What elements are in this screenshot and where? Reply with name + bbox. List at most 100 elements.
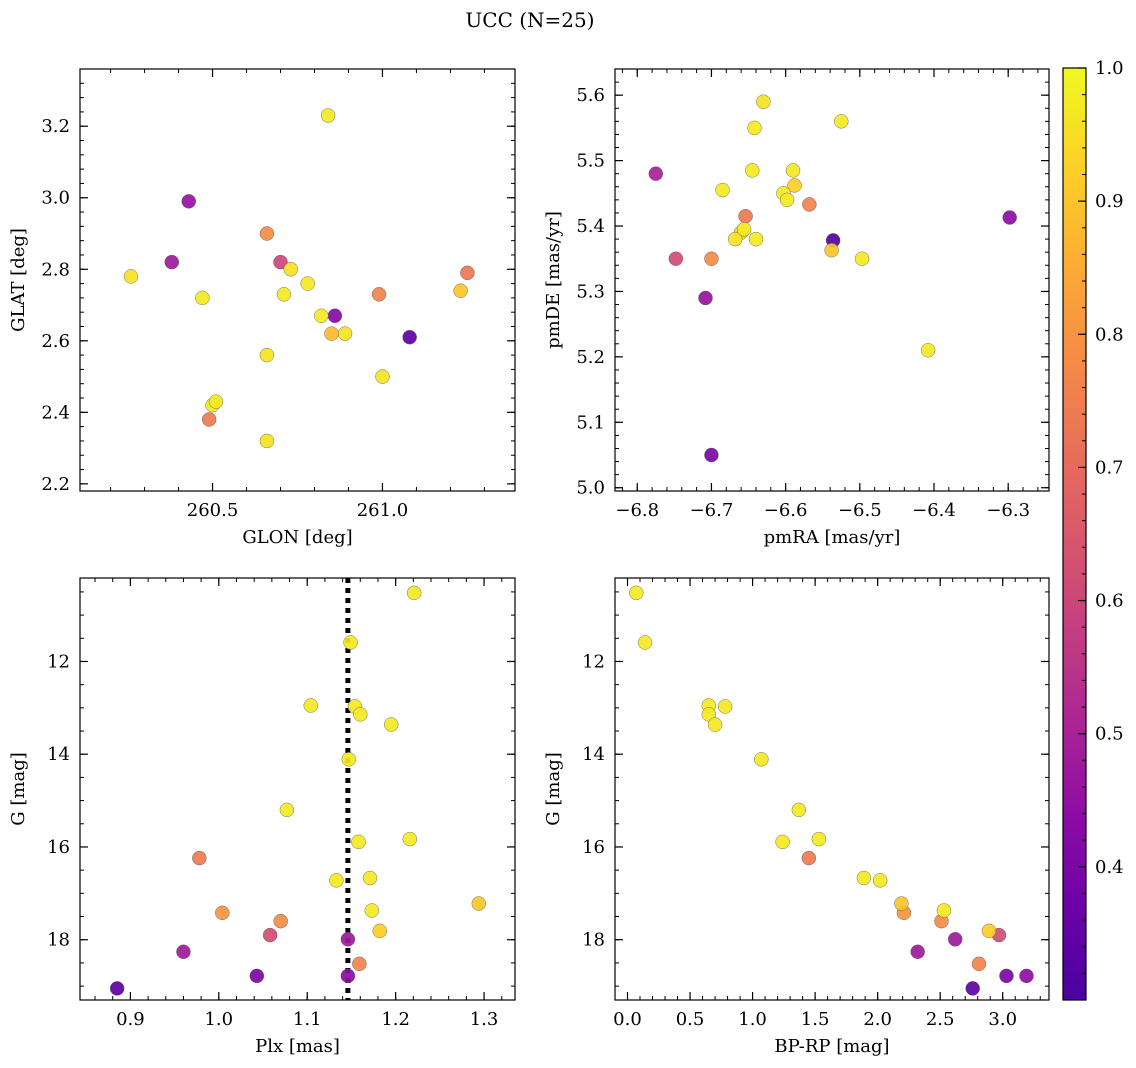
x-tick-label: −6.3 — [986, 500, 1030, 521]
panel-plx_g: 0.9 1.0 1.1 1.2 1.3 12 14 16 18 Plx [mas] G [mag] — [8, 577, 516, 1057]
scatter-point — [747, 120, 762, 136]
scatter-point — [756, 94, 771, 109]
y-axis-label: GLAT [deg] — [8, 228, 29, 332]
y-tick-label: 5.6 — [576, 85, 605, 106]
x-tick-label: −6.5 — [838, 500, 882, 521]
scatter-point — [736, 222, 752, 237]
scatter-point — [215, 905, 230, 921]
scatter-point — [192, 850, 207, 866]
y-tick-label: 5.3 — [576, 281, 605, 302]
scatter-point — [779, 192, 795, 208]
scatter-point — [787, 178, 802, 193]
scatter-point — [300, 276, 315, 291]
panels: 260.5 261.0 2.2 2.4 2.6 2.8 3.0 3.2 GLON [deg] GL… — [8, 68, 1050, 1057]
x-tick-label: 0.9 — [116, 1009, 145, 1030]
scatter-point — [791, 802, 807, 818]
x-tick-label: 2.5 — [926, 1009, 955, 1030]
y-tick-label: 16 — [47, 837, 70, 858]
scatter-point — [283, 262, 298, 277]
y-tick-label: 18 — [582, 930, 605, 951]
y-tick-label: 2.2 — [41, 474, 70, 495]
colorbar-tick-label: 1.0 — [1095, 58, 1124, 79]
scatter-point — [1002, 210, 1017, 225]
scatter-point — [353, 707, 368, 722]
x-tick-label: −6.4 — [912, 500, 956, 521]
points-group — [123, 108, 475, 449]
figure-title: UCC (N=25) — [465, 8, 594, 32]
x-tick-label: 1.3 — [470, 1009, 499, 1030]
colorbar-tick-label: 0.7 — [1095, 457, 1124, 478]
scatter-point — [727, 231, 743, 247]
panel-glon_glat: 260.5 261.0 2.2 2.4 2.6 2.8 3.0 3.2 GLON [deg] GL… — [8, 68, 516, 548]
scatter-point — [372, 923, 387, 939]
scatter-point — [259, 347, 275, 363]
scatter-point — [872, 873, 888, 888]
y-tick-label: 12 — [582, 651, 605, 672]
y-tick-label: 14 — [582, 744, 605, 765]
scatter-point — [249, 968, 265, 984]
scatter-point — [704, 251, 719, 266]
panel-pmra_pmde: −6.8 −6.7 −6.6 −6.5 −6.4 −6.3 5.0 5.1 5.2 5.3 5.4 5… — [543, 68, 1050, 548]
scatter-point — [362, 870, 378, 886]
plot-frame — [614, 68, 1050, 492]
y-axis-label: pmDE [mas/yr] — [543, 211, 564, 349]
scatter-point — [801, 850, 817, 866]
y-tick-label: 18 — [47, 930, 70, 951]
scatter-point — [351, 834, 366, 850]
scatter-point — [754, 752, 769, 767]
x-tick-label: 2.0 — [863, 1009, 892, 1030]
y-tick-label: 2.6 — [41, 331, 70, 352]
y-tick-label: 5.0 — [576, 478, 605, 499]
panel-bprp_g: 0.0 0.5 1.0 1.5 2.0 2.5 3.0 12 14 16 18 BP-RP [mag]… — [543, 577, 1050, 1057]
x-tick-label: 261.0 — [357, 500, 409, 521]
x-tick-label: 1.0 — [204, 1009, 233, 1030]
x-tick-label: 0.5 — [676, 1009, 705, 1030]
scatter-point — [276, 287, 292, 302]
y-tick-label: 2.4 — [41, 402, 70, 423]
scatter-point — [453, 283, 468, 298]
y-tick-label: 5.4 — [576, 216, 605, 237]
scatter-point — [637, 635, 653, 650]
scatter-point — [894, 896, 909, 911]
colorbar-tick-label: 0.4 — [1095, 857, 1124, 878]
scatter-point — [629, 585, 644, 601]
scatter-point — [947, 932, 963, 947]
scatter-point — [802, 197, 817, 212]
scatter-point — [707, 717, 723, 732]
x-tick-label: 1.0 — [738, 1009, 767, 1030]
scatter-point — [920, 343, 936, 358]
x-tick-label: −6.8 — [615, 500, 659, 521]
scatter-point — [854, 251, 870, 266]
scatter-point — [824, 243, 839, 258]
scatter-point — [811, 831, 827, 847]
scatter-point — [965, 981, 980, 996]
x-tick-label: 1.5 — [801, 1009, 830, 1030]
colorbar-tick-label: 0.6 — [1095, 591, 1124, 612]
scatter-point — [324, 326, 339, 341]
scatter-point — [201, 412, 217, 427]
scatter-point — [834, 114, 849, 129]
x-tick-label: −6.7 — [690, 500, 734, 521]
colorbar-tick-label: 0.5 — [1095, 724, 1124, 745]
scatter-point — [352, 956, 367, 972]
scatter-point — [273, 913, 288, 929]
scatter-point — [471, 896, 486, 911]
scatter-point — [208, 394, 224, 409]
scatter-point — [717, 699, 733, 714]
scatter-point — [856, 870, 872, 886]
scatter-point — [785, 163, 801, 178]
scatter-point — [327, 308, 343, 323]
x-tick-label: 3.0 — [988, 1009, 1017, 1030]
scatter-point — [738, 209, 753, 224]
y-tick-label: 5.1 — [576, 412, 605, 433]
scatter-point — [748, 231, 764, 247]
y-tick-label: 16 — [582, 837, 605, 858]
scatter-point — [715, 182, 730, 198]
points-group — [648, 94, 1017, 463]
plot-frame — [614, 577, 1050, 1001]
scatter-point — [341, 752, 356, 767]
x-axis-label: GLON [deg] — [242, 527, 352, 548]
scatter-point — [364, 903, 379, 918]
scatter-point — [303, 698, 318, 713]
scatter-point — [195, 290, 210, 306]
